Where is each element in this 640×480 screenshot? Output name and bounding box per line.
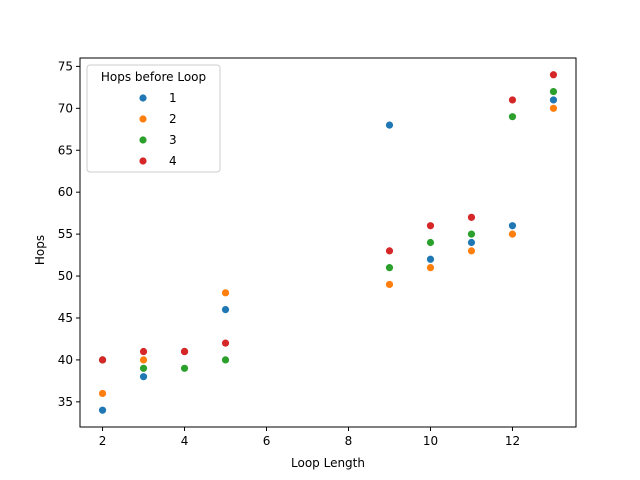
scatter-marks (98, 71, 558, 414)
point-series-1-0 (98, 406, 107, 414)
point-series-4-8 (549, 71, 558, 79)
point-series-3-1 (139, 364, 148, 372)
point-series-2-0 (98, 389, 107, 398)
plot-frame (79, 57, 577, 428)
point-series-1-5 (426, 255, 435, 263)
x-tick-label: 4 (181, 434, 189, 448)
legend-label-2: 2 (169, 112, 177, 126)
point-series-4-3 (221, 339, 230, 347)
legend-label-1: 1 (169, 91, 177, 105)
point-series-3-8 (549, 87, 558, 96)
point-series-1-1 (139, 373, 148, 381)
y-tick-label: 75 (58, 59, 73, 73)
point-series-2-6 (467, 247, 476, 255)
x-tick-label: 12 (505, 434, 520, 448)
point-series-2-3 (221, 289, 230, 297)
y-tick-label: 65 (58, 143, 73, 157)
legend-marker-1 (139, 94, 147, 102)
x-axis-label: Loop Length (291, 456, 365, 470)
point-series-2-7 (508, 230, 517, 238)
point-series-3-7 (508, 113, 517, 121)
x-tick-label: 2 (99, 434, 107, 448)
point-series-3-6 (467, 230, 476, 238)
point-series-2-1 (139, 356, 148, 364)
point-series-4-5 (426, 222, 435, 230)
legend-marker-3 (139, 136, 147, 144)
legend-label-3: 3 (169, 133, 177, 147)
point-series-4-7 (508, 96, 517, 104)
y-tick-label: 45 (58, 311, 73, 325)
point-series-3-5 (426, 238, 435, 247)
x-tick-label: 8 (345, 434, 353, 448)
point-series-1-3 (221, 305, 230, 314)
x-tick-label: 10 (423, 434, 438, 448)
point-series-2-4 (385, 280, 394, 289)
legend-marker-2 (139, 115, 147, 123)
point-series-1-7 (508, 222, 517, 230)
point-series-4-1 (139, 347, 148, 356)
y-tick-label: 40 (58, 353, 73, 367)
point-series-2-8 (549, 104, 558, 112)
y-tick-label: 60 (58, 185, 73, 199)
legend-marker-4 (139, 157, 147, 165)
point-series-1-8 (549, 96, 558, 104)
x-tick-label: 6 (263, 434, 271, 448)
point-series-3-2 (180, 364, 189, 372)
y-tick-label: 50 (58, 269, 73, 283)
y-tick-label: 70 (58, 101, 73, 115)
legend-box (86, 64, 221, 173)
point-series-4-0 (98, 356, 107, 364)
point-series-1-6 (467, 238, 476, 247)
legend-title: Hops before Loop (101, 70, 206, 84)
y-axis-label: Hops (33, 235, 47, 265)
point-series-1-4 (385, 121, 394, 129)
point-series-4-4 (385, 247, 394, 255)
point-series-3-4 (385, 264, 394, 272)
point-series-4-2 (180, 347, 189, 356)
legend-label-4: 4 (169, 154, 177, 168)
point-series-3-3 (221, 356, 230, 364)
point-series-2-5 (426, 264, 435, 272)
y-tick-label: 35 (58, 395, 73, 409)
legend: Hops before Loop 1 2 3 4 (86, 64, 221, 173)
point-series-4-6 (467, 213, 476, 221)
y-tick-label: 55 (58, 227, 73, 241)
